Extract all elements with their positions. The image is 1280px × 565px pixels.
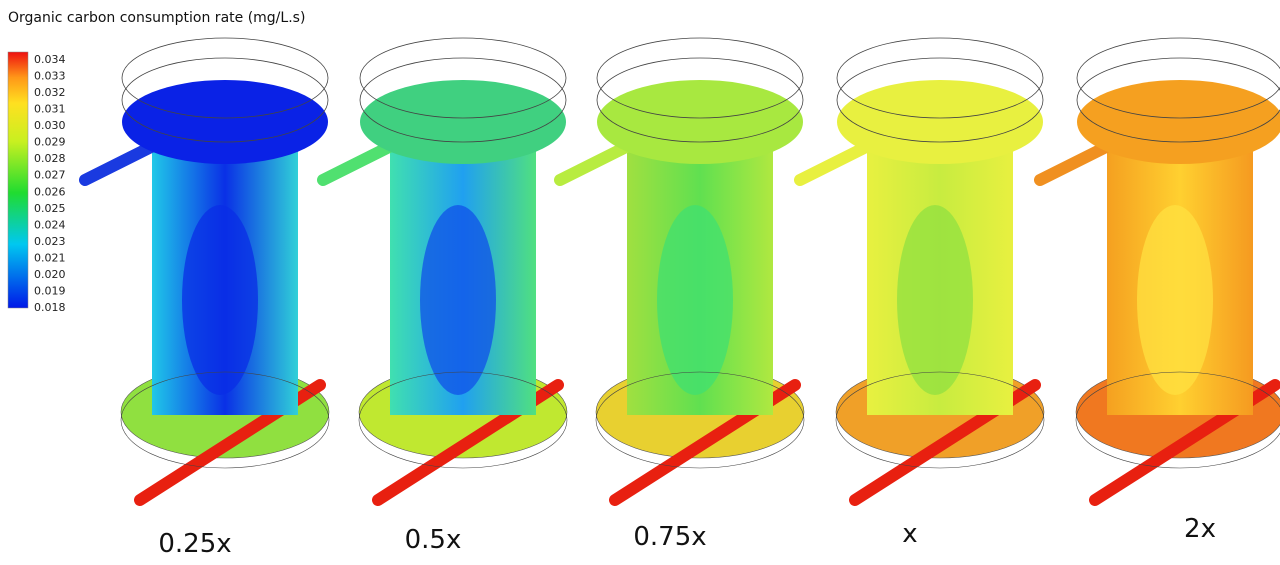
panel-label: 0.75x bbox=[633, 522, 706, 552]
colorbar-tick: 0.032 bbox=[34, 86, 66, 99]
colorbar-tick: 0.025 bbox=[34, 202, 66, 215]
colorbar-tick: 0.030 bbox=[34, 119, 66, 132]
panel-label: 0.25x bbox=[158, 529, 231, 559]
top-disk bbox=[122, 80, 328, 164]
legend-title: Organic carbon consumption rate (mg/L.s) bbox=[8, 10, 305, 26]
colorbar-tick: 0.031 bbox=[34, 103, 66, 116]
top-disk bbox=[1077, 80, 1280, 164]
colorbar-tick: 0.034 bbox=[34, 53, 66, 66]
colorbar bbox=[8, 52, 28, 308]
figure: Organic carbon consumption rate (mg/L.s)… bbox=[0, 0, 1280, 565]
colorbar-tick: 0.027 bbox=[34, 169, 66, 182]
reactor: 0.25x bbox=[85, 38, 329, 559]
panel-label: x bbox=[902, 519, 917, 549]
reactor: 0.5x bbox=[323, 38, 567, 555]
colorbar-tick: 0.033 bbox=[34, 70, 66, 83]
reactor: 0.75x bbox=[560, 38, 804, 552]
colorbar-tick: 0.020 bbox=[34, 268, 66, 281]
column-core bbox=[657, 205, 733, 395]
colorbar-tick: 0.019 bbox=[34, 284, 66, 297]
column-core bbox=[420, 205, 496, 395]
reactor: 2x bbox=[1040, 38, 1280, 544]
top-disk bbox=[837, 80, 1043, 164]
colorbar-tick: 0.023 bbox=[34, 235, 66, 248]
column-core bbox=[1137, 205, 1213, 395]
colorbar-tick: 0.029 bbox=[34, 136, 66, 149]
reactor: x bbox=[800, 38, 1044, 549]
colorbar-tick: 0.018 bbox=[34, 301, 66, 314]
column-core bbox=[182, 205, 258, 395]
panel-label: 2x bbox=[1184, 514, 1216, 544]
colorbar-tick: 0.024 bbox=[34, 218, 66, 231]
colorbar-tick: 0.021 bbox=[34, 251, 66, 264]
top-disk bbox=[360, 80, 566, 164]
top-disk bbox=[597, 80, 803, 164]
panel-label: 0.5x bbox=[405, 525, 462, 555]
colorbar-tick: 0.028 bbox=[34, 152, 66, 165]
colorbar-tick: 0.026 bbox=[34, 185, 66, 198]
column-core bbox=[897, 205, 973, 395]
